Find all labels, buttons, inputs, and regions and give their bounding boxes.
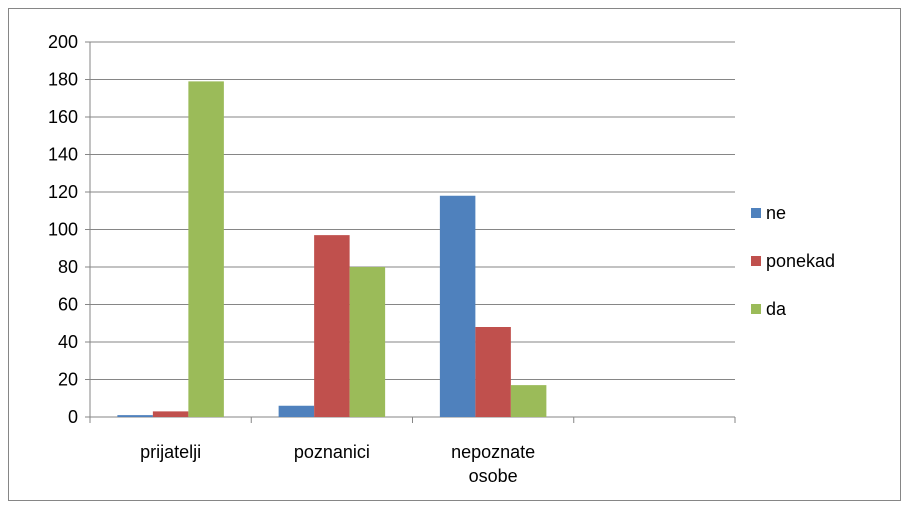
legend-swatch-ne	[751, 208, 761, 218]
y-tick-label: 100	[48, 220, 78, 240]
legend-swatch-da	[751, 304, 761, 314]
y-tick-label: 120	[48, 182, 78, 202]
legend: ne ponekad da	[751, 203, 835, 319]
gridlines	[90, 41, 735, 380]
y-tick-label: 200	[48, 32, 78, 52]
bar-ponekad	[314, 235, 350, 417]
bar-da	[188, 81, 224, 417]
legend-label-ponekad: ponekad	[766, 251, 835, 271]
bar-ne	[117, 415, 153, 417]
axes	[85, 41, 736, 423]
y-tick-label: 20	[58, 370, 78, 390]
y-tick-label: 40	[58, 332, 78, 352]
x-category-label: nepoznate	[451, 442, 535, 462]
x-category-label: prijatelji	[140, 442, 201, 462]
y-tick-label: 0	[68, 407, 78, 427]
y-tick-label: 60	[58, 295, 78, 315]
x-category-label: osobe	[469, 466, 518, 486]
y-tick-label: 160	[48, 107, 78, 127]
bar-da	[349, 267, 386, 417]
axis-labels: 0 20 40 60 80 100 120 140 160 180 200 prijatelji poz…	[48, 32, 535, 486]
legend-label-ne: ne	[766, 203, 786, 223]
bar-ne	[278, 405, 315, 417]
bars	[117, 81, 547, 417]
y-tick-label: 80	[58, 257, 78, 277]
bar-da	[510, 385, 547, 417]
bar-ponekad	[152, 411, 189, 417]
legend-label-da: da	[766, 299, 787, 319]
bar-ponekad	[475, 327, 511, 417]
bar-ne	[439, 195, 476, 417]
y-tick-label: 140	[48, 145, 78, 165]
x-category-label: poznanici	[294, 442, 370, 462]
legend-swatch-ponekad	[751, 256, 761, 266]
y-tick-label: 180	[48, 70, 78, 90]
